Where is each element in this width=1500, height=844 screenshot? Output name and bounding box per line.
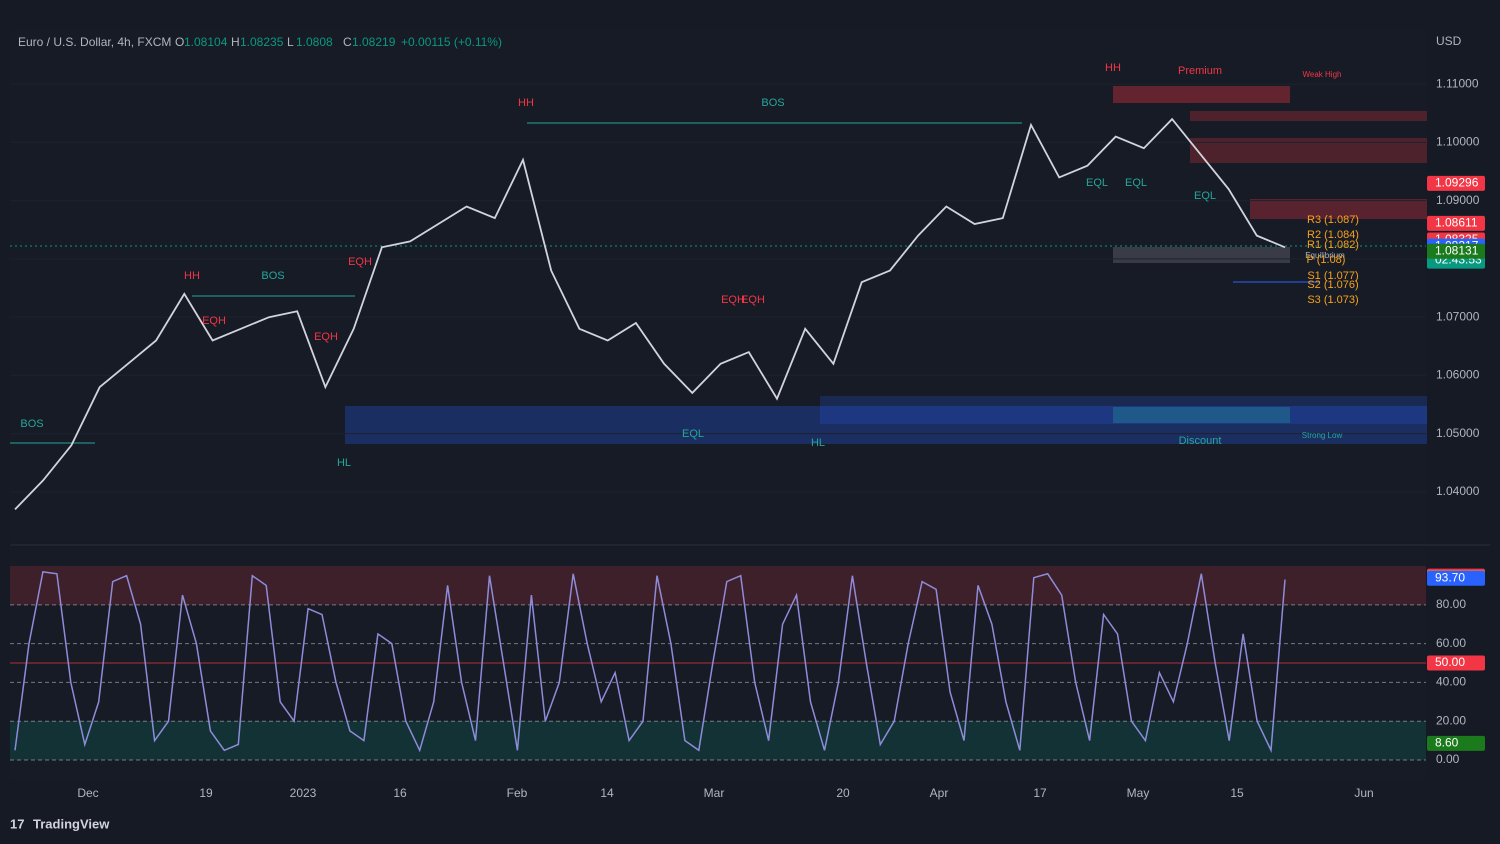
price-badge bbox=[1427, 655, 1485, 671]
ohlc-value: 1.08104 bbox=[184, 35, 228, 49]
annotation: Strong Low bbox=[1302, 431, 1343, 440]
ohlc-value: 1.08219 bbox=[352, 35, 396, 49]
y-tick-label: 20.00 bbox=[1436, 713, 1466, 727]
annotation: EQL bbox=[682, 428, 704, 440]
price-badge-label: 1.09296 bbox=[1435, 176, 1479, 190]
x-tick-label: Dec bbox=[77, 786, 98, 800]
annotation: EQH bbox=[721, 294, 745, 306]
x-tick-label: May bbox=[1127, 786, 1150, 800]
price-badge-label: 1.08611 bbox=[1435, 215, 1478, 229]
y-tick-label: 40.00 bbox=[1436, 675, 1466, 689]
annotation: BOS bbox=[761, 97, 784, 109]
ohlc-value: 1.0808 bbox=[296, 35, 333, 49]
oversold-band bbox=[10, 721, 1426, 760]
annotation: R3 (1.087) bbox=[1307, 214, 1359, 226]
price-badge bbox=[1427, 175, 1485, 191]
annotation: EQH bbox=[202, 315, 226, 327]
annotation: HH bbox=[1105, 62, 1121, 74]
y-tick-label: 1.05000 bbox=[1436, 426, 1480, 440]
supply-zone bbox=[1250, 199, 1427, 219]
x-tick-label: 19 bbox=[199, 786, 213, 800]
x-tick-label: 2023 bbox=[290, 786, 317, 800]
price-badge-label: 50.00 bbox=[1435, 655, 1465, 669]
annotation: EQH bbox=[348, 256, 372, 268]
annotation: EQL bbox=[1086, 177, 1108, 189]
y-tick-label: 1.04000 bbox=[1436, 484, 1480, 498]
x-tick-label: 17 bbox=[1033, 786, 1047, 800]
price-badge bbox=[1427, 570, 1485, 586]
ohlc-value: 1.08235 bbox=[240, 35, 284, 49]
annotation: HH bbox=[184, 270, 200, 282]
premium-zone bbox=[1113, 86, 1290, 103]
demand-zone bbox=[345, 406, 1427, 444]
annotation: EQL bbox=[1194, 190, 1216, 202]
brand: TradingView bbox=[33, 816, 110, 831]
annotation: S2 (1.076) bbox=[1307, 279, 1358, 291]
x-tick-label: 14 bbox=[600, 786, 614, 800]
annotation: HL bbox=[811, 437, 825, 449]
price-badge-label: 93.70 bbox=[1435, 570, 1465, 584]
x-tick-label: Jun bbox=[1354, 786, 1373, 800]
x-tick-label: 15 bbox=[1230, 786, 1244, 800]
price-badge bbox=[1427, 215, 1485, 231]
overbought-band bbox=[10, 566, 1426, 605]
annotation: Weak High bbox=[1303, 70, 1342, 79]
annotation: HH bbox=[518, 97, 534, 109]
ohlc-label: C bbox=[343, 35, 352, 49]
annotation: BOS bbox=[20, 418, 43, 430]
annotation: HL bbox=[337, 457, 351, 469]
ohlc-label: H bbox=[231, 35, 240, 49]
currency: USD bbox=[1436, 34, 1462, 48]
price-badge-label: 8.60 bbox=[1435, 736, 1459, 750]
annotation: BOS bbox=[261, 270, 284, 282]
y-tick-label: 1.06000 bbox=[1436, 368, 1480, 382]
annotation: EQH bbox=[314, 331, 338, 343]
y-tick-label: 80.00 bbox=[1436, 597, 1466, 611]
ohlc-label: O bbox=[175, 35, 184, 49]
y-tick-label: 1.09000 bbox=[1436, 193, 1480, 207]
y-tick-label: 0.00 bbox=[1436, 752, 1460, 766]
annotation: EQH bbox=[741, 294, 765, 306]
annotation: P (1.08) bbox=[1307, 254, 1346, 266]
x-tick-label: Apr bbox=[930, 786, 949, 800]
y-tick-label: 1.07000 bbox=[1436, 309, 1480, 323]
y-tick-label: 1.11000 bbox=[1436, 76, 1479, 90]
y-tick-label: 60.00 bbox=[1436, 636, 1466, 650]
x-tick-label: Mar bbox=[704, 786, 725, 800]
price-pane bbox=[10, 30, 1426, 542]
price-badge bbox=[1427, 243, 1485, 259]
annotation: R2 (1.084) bbox=[1307, 229, 1359, 241]
annotation: Premium bbox=[1178, 65, 1222, 77]
annotation: S3 (1.073) bbox=[1307, 294, 1358, 306]
ohlc-label: L bbox=[287, 35, 294, 49]
supply-zone bbox=[1190, 138, 1427, 163]
series-line bbox=[14, 571, 1286, 754]
annotation: R1 (1.082) bbox=[1307, 239, 1359, 251]
price-badge-label: 1.08131 bbox=[1435, 243, 1479, 257]
discount-zone bbox=[1113, 407, 1290, 423]
demand-zone bbox=[820, 396, 1427, 424]
oscillator-pane bbox=[10, 548, 1426, 780]
x-tick-label: 16 bbox=[393, 786, 407, 800]
supply-zone bbox=[1190, 111, 1427, 121]
annotation: S1 (1.077) bbox=[1307, 270, 1358, 282]
equilibrium-zone bbox=[1113, 247, 1290, 263]
annotation: EQL bbox=[1125, 177, 1147, 189]
x-tick-label: Feb bbox=[507, 786, 528, 800]
series-line bbox=[14, 117, 1286, 511]
brand-logo: 17 bbox=[10, 816, 24, 831]
price-badge bbox=[1427, 735, 1485, 751]
annotation: Discount bbox=[1179, 435, 1222, 447]
change: +0.00115 (+0.11%) bbox=[401, 35, 502, 49]
x-tick-label: 20 bbox=[836, 786, 850, 800]
annotation: Equilibrium bbox=[1305, 251, 1345, 260]
symbol: Euro / U.S. Dollar, 4h, FXCM bbox=[18, 35, 171, 49]
y-tick-label: 1.10000 bbox=[1436, 135, 1480, 149]
